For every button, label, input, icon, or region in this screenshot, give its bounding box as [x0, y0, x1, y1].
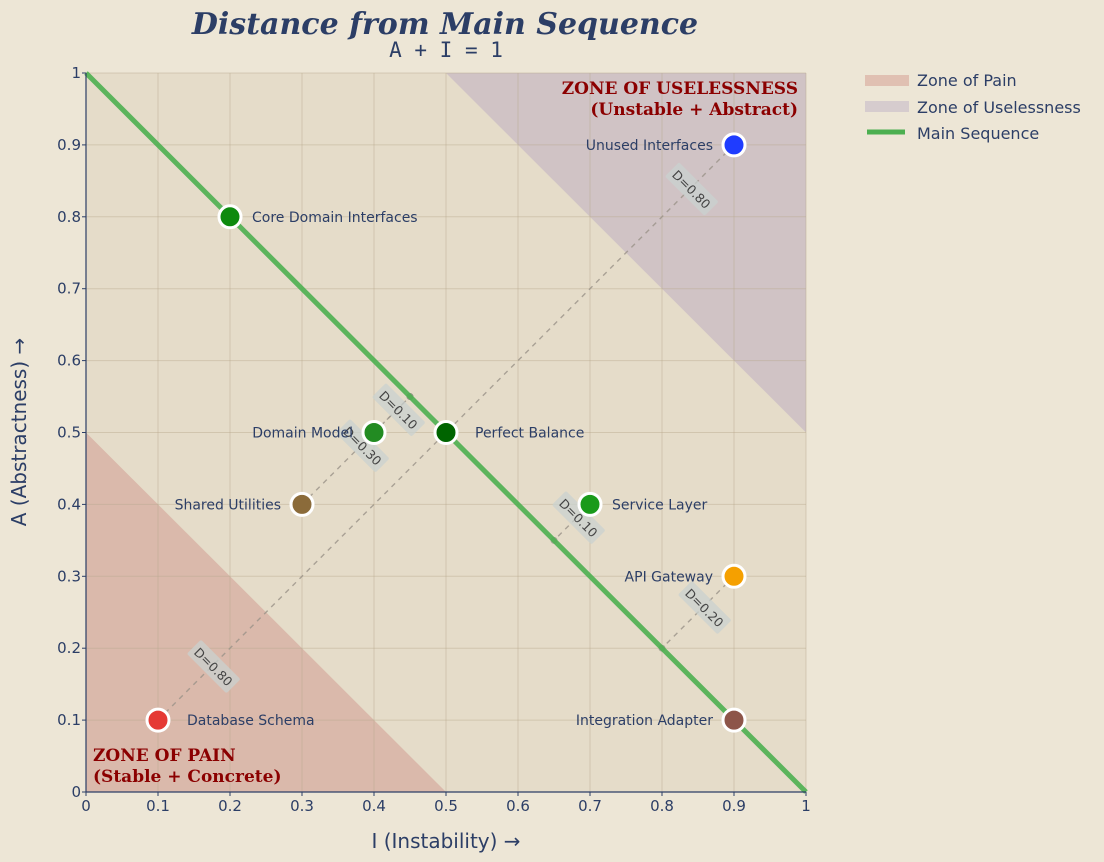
x-tick-label: 0.5: [434, 797, 458, 815]
distance-line: [445, 144, 735, 433]
point-label: Unused Interfaces: [586, 138, 713, 154]
x-tick-label: 0.9: [722, 797, 746, 815]
distance-label-box: [552, 491, 605, 544]
point-marker[interactable]: [433, 420, 459, 445]
data-point[interactable]: API Gateway: [625, 563, 747, 589]
y-tick-label: 0.5: [57, 424, 81, 442]
point-label: Service Layer: [612, 497, 707, 513]
data-point[interactable]: Unused Interfaces: [586, 132, 747, 158]
point-label: Database Schema: [187, 713, 315, 729]
point-marker[interactable]: [721, 132, 747, 158]
point-label: Integration Adapter: [576, 713, 713, 729]
y-tick-label: 0: [71, 783, 81, 801]
chart-title: Distance from Main Sequence: [191, 7, 698, 42]
x-axis-label: I (Instability) →: [371, 829, 520, 853]
zone-pain-sublabel: (Stable + Concrete): [93, 767, 282, 787]
x-tick-label: 0.6: [506, 797, 530, 815]
data-points: Core Domain Interfaces Unused Interfaces D…: [145, 132, 747, 733]
x-tick-label: 0.1: [146, 797, 170, 815]
point-marker[interactable]: [361, 420, 387, 445]
legend-swatch-zone-of-uselessness: [865, 101, 909, 112]
distance-label-box: [336, 419, 389, 472]
distance-label-box: [372, 383, 425, 436]
distance-label-box: [187, 640, 240, 693]
point-marker[interactable]: [577, 491, 603, 517]
data-point[interactable]: Service Layer: [577, 491, 707, 517]
y-tick-label: 0.3: [57, 567, 81, 585]
x-tick-label: 0: [81, 797, 91, 815]
y-tick-label: 0.8: [57, 208, 81, 226]
distance-label-box: [665, 163, 718, 216]
point-label: API Gateway: [625, 569, 713, 585]
y-tick-label: 0.9: [57, 136, 81, 154]
distance-line: [553, 503, 591, 541]
distance-line: [157, 432, 447, 721]
legend-label-main-sequence: Main Sequence: [917, 124, 1039, 143]
y-axis-label: A (Abstractness) →: [7, 338, 31, 527]
y-tick-label: 0.4: [57, 495, 81, 513]
y-tick-label: 0.7: [57, 280, 81, 298]
zone-uselessness-label: ZONE OF USELESSNESS: [562, 79, 798, 99]
legend-label-zone-of-pain: Zone of Pain: [917, 71, 1017, 90]
grid: [86, 72, 807, 792]
legend-label-zone-of-uselessness: Zone of Uselessness: [917, 98, 1081, 117]
x-tick-label: 0.2: [218, 797, 242, 815]
x-tick-label: 0.7: [578, 797, 602, 815]
point-marker[interactable]: [721, 563, 747, 589]
point-marker[interactable]: [217, 204, 243, 230]
x-tick-label: 0.8: [650, 797, 674, 815]
data-point[interactable]: Shared Utilities: [175, 491, 315, 517]
point-marker[interactable]: [145, 707, 171, 733]
point-marker[interactable]: [289, 491, 315, 517]
y-tick-label: 0.2: [57, 639, 81, 657]
axis-ticks: 0 0.1 0.2 0.3 0.4 0.5 0.6 0.7 0.8 0.9 1 0 0.1 0.2 0.3 0…: [57, 64, 811, 815]
distance-label-box: [678, 581, 731, 634]
legend: Zone of Pain Zone of Uselessness Main Se…: [865, 71, 1081, 143]
chart-subtitle: A + I = 1: [389, 38, 503, 62]
point-marker[interactable]: [721, 707, 747, 733]
data-point[interactable]: Core Domain Interfaces: [217, 204, 418, 230]
data-point[interactable]: Database Schema: [145, 707, 315, 733]
point-label: Domain Model: [252, 426, 353, 442]
point-label: Perfect Balance: [475, 426, 584, 442]
data-point[interactable]: Integration Adapter: [576, 707, 747, 733]
y-tick-label: 1: [71, 64, 81, 82]
x-tick-label: 1: [801, 797, 811, 815]
zone-uselessness-sublabel: (Unstable + Abstract): [590, 100, 798, 120]
point-label: Core Domain Interfaces: [252, 210, 418, 226]
data-point[interactable]: Perfect Balance: [433, 420, 584, 445]
y-tick-label: 0.1: [57, 711, 81, 729]
zone-pain-label: ZONE OF PAIN: [93, 746, 236, 766]
data-point[interactable]: Domain Model: [252, 420, 387, 445]
x-tick-label: 0.4: [362, 797, 386, 815]
y-tick-label: 0.6: [57, 352, 81, 370]
legend-swatch-zone-of-pain: [865, 75, 909, 86]
point-label: Shared Utilities: [175, 497, 281, 513]
x-tick-label: 0.3: [290, 797, 314, 815]
